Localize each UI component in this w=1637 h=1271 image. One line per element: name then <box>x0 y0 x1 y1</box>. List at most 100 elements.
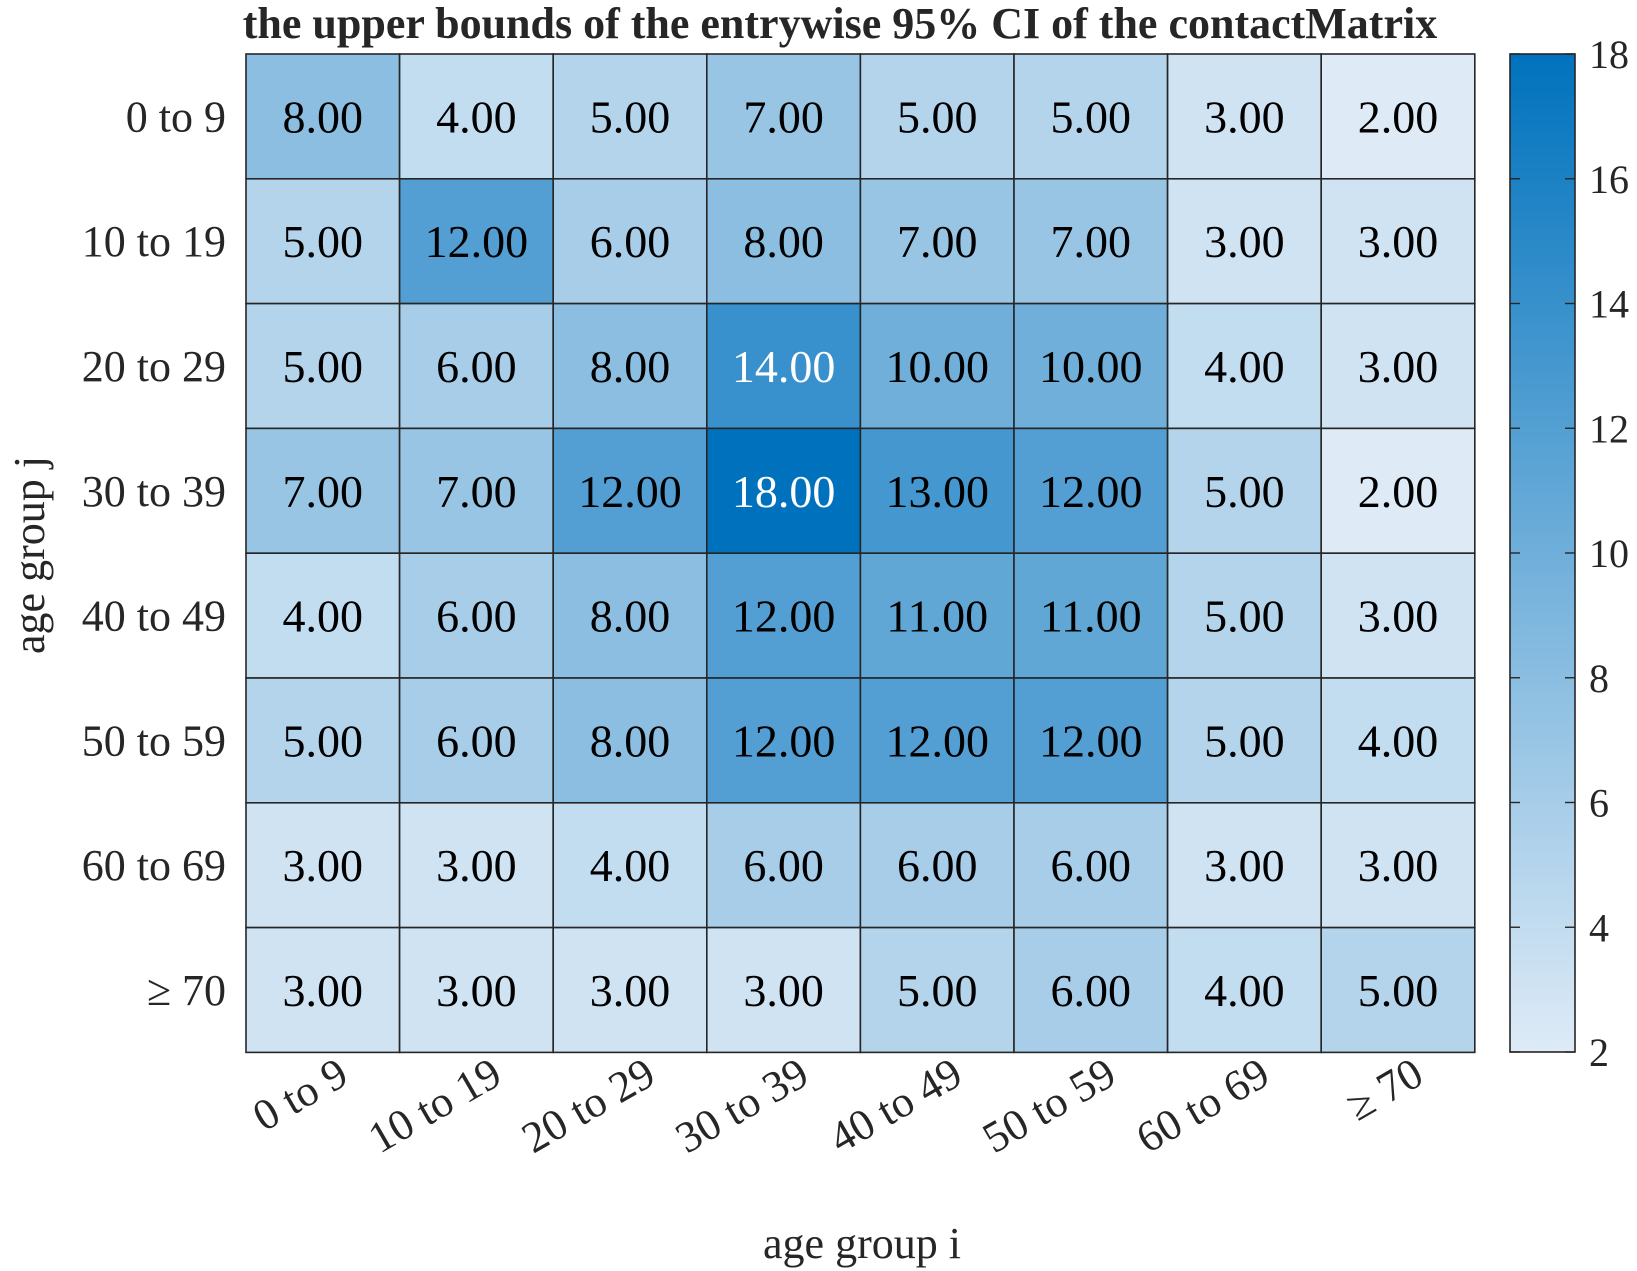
heatmap-cell <box>1320 178 1476 305</box>
cell-value-label: 2.00 <box>1358 91 1439 142</box>
cell-value-label: 6.00 <box>436 591 517 642</box>
cell-value-label: 7.00 <box>283 466 364 517</box>
x-tick-label: 60 to 69 <box>1128 1048 1277 1163</box>
cell-value-label: 3.00 <box>436 840 517 891</box>
heatmap-cell <box>245 926 401 1054</box>
cell-value-label: 3.00 <box>590 965 671 1016</box>
cell-value-label: 4.00 <box>436 91 517 142</box>
heatmap-cell <box>552 552 708 679</box>
cell-value-label: 12.00 <box>885 715 989 766</box>
cell-value-label: 12.00 <box>425 216 529 267</box>
colorbar-tick-label: 18 <box>1589 32 1629 77</box>
x-axis-label: age group i <box>763 1219 961 1268</box>
cell-value-label: 8.00 <box>590 591 671 642</box>
heatmap-cell <box>1166 427 1322 554</box>
heatmap-cell <box>552 801 708 929</box>
cell-value-label: 3.00 <box>1358 840 1439 891</box>
heatmap-cell <box>552 302 708 430</box>
colorbar-tick-label: 4 <box>1589 905 1609 950</box>
x-tick-label: 40 to 49 <box>821 1048 970 1163</box>
cell-value-label: 5.00 <box>1204 466 1285 517</box>
cell-value-label: 5.00 <box>1358 965 1439 1016</box>
y-tick-label: 10 to 19 <box>82 217 226 266</box>
y-tick-label: 0 to 9 <box>126 92 226 141</box>
heatmap-cell <box>1166 178 1322 305</box>
heatmap-cell <box>1320 53 1476 180</box>
y-axis-label: age group j <box>5 456 54 654</box>
cell-value-label: 13.00 <box>885 466 989 517</box>
cell-value-label: 8.00 <box>590 715 671 766</box>
cell-value-label: 11.00 <box>886 591 988 642</box>
heatmap-cell <box>705 178 862 305</box>
cell-value-label: 4.00 <box>283 591 364 642</box>
heatmap-cell <box>1013 801 1169 929</box>
cell-value-label: 3.00 <box>283 965 364 1016</box>
y-tick-label: ≥ 70 <box>147 966 226 1015</box>
cell-value-label: 11.00 <box>1040 591 1142 642</box>
heatmap-cell <box>1320 302 1476 430</box>
cell-value-label: 6.00 <box>436 715 517 766</box>
cell-value-label: 7.00 <box>436 466 517 517</box>
heatmap-cell <box>859 926 1015 1054</box>
heatmap-cell <box>552 926 708 1054</box>
heatmap-cell <box>1166 552 1322 679</box>
cell-value-label: 3.00 <box>1358 341 1439 392</box>
heatmap-cell <box>859 677 1015 804</box>
cell-value-label: 5.00 <box>897 91 978 142</box>
x-tick-labels: 0 to 9 10 to 19 20 to 29 30 to 39 40 to 49 50… <box>244 1048 1431 1163</box>
cell-value-label: 3.00 <box>1358 216 1439 267</box>
colorbar-tick-label: 12 <box>1589 406 1629 451</box>
heatmap-cell <box>859 801 1015 929</box>
heatmap-cell <box>1013 926 1169 1054</box>
heatmap-cell <box>1013 53 1169 180</box>
colorbar-tick-label: 10 <box>1589 531 1629 576</box>
cell-value-label: 6.00 <box>1051 965 1132 1016</box>
y-tick-label: 40 to 49 <box>82 592 226 641</box>
y-tick-label: 50 to 59 <box>82 716 226 765</box>
cell-value-label: 14.00 <box>732 341 836 392</box>
cell-value-label: 5.00 <box>283 715 364 766</box>
colorbar-tick-label: 16 <box>1589 157 1629 202</box>
x-tick-label: 50 to 59 <box>974 1048 1123 1163</box>
heatmap-cell <box>859 552 1015 679</box>
heatmap-cell <box>1320 801 1476 929</box>
cell-value-label: 4.00 <box>590 840 671 891</box>
x-tick-label: 20 to 29 <box>514 1048 663 1163</box>
cell-value-label: 5.00 <box>283 216 364 267</box>
cell-value-label: 3.00 <box>1204 91 1285 142</box>
cell-value-label: 12.00 <box>1039 715 1143 766</box>
colorbar-tick-label: 2 <box>1589 1030 1609 1075</box>
cell-value-label: 12.00 <box>1039 466 1143 517</box>
cell-value-label: 12.00 <box>578 466 682 517</box>
y-tick-label: 20 to 29 <box>82 342 226 391</box>
cell-value-label: 2.00 <box>1358 466 1439 517</box>
y-tick-label: 60 to 69 <box>82 841 226 890</box>
heatmap-cell <box>705 302 862 430</box>
heatmap-cell <box>398 53 555 180</box>
heatmap-cell <box>1013 552 1169 679</box>
heatmap-cell <box>398 926 555 1054</box>
heatmap-cell <box>398 801 555 929</box>
cell-value-label: 5.00 <box>897 965 978 1016</box>
cell-value-label: 4.00 <box>1204 341 1285 392</box>
heatmap-cell <box>1013 302 1169 430</box>
cell-value-label: 7.00 <box>897 216 978 267</box>
heatmap-cell <box>1320 552 1476 679</box>
cell-value-label: 7.00 <box>1051 216 1132 267</box>
cell-value-label: 3.00 <box>283 840 364 891</box>
heatmap-cell <box>552 53 708 180</box>
heatmap-cell <box>1166 677 1322 804</box>
heatmap-cell <box>245 801 401 929</box>
cell-value-label: 3.00 <box>1204 216 1285 267</box>
heatmap-cell <box>1320 677 1476 804</box>
x-tick-label: ≥ 70 <box>1338 1048 1431 1130</box>
heatmap-cell <box>1166 801 1322 929</box>
colorbar-tick-label: 6 <box>1589 781 1609 826</box>
cell-value-label: 8.00 <box>743 216 824 267</box>
cell-value-label: 7.00 <box>743 91 824 142</box>
heatmap-cell <box>705 427 862 554</box>
cell-value-label: 12.00 <box>732 715 836 766</box>
heatmap-cell <box>552 677 708 804</box>
heatmap-cell <box>859 178 1015 305</box>
cell-value-label: 5.00 <box>1204 715 1285 766</box>
